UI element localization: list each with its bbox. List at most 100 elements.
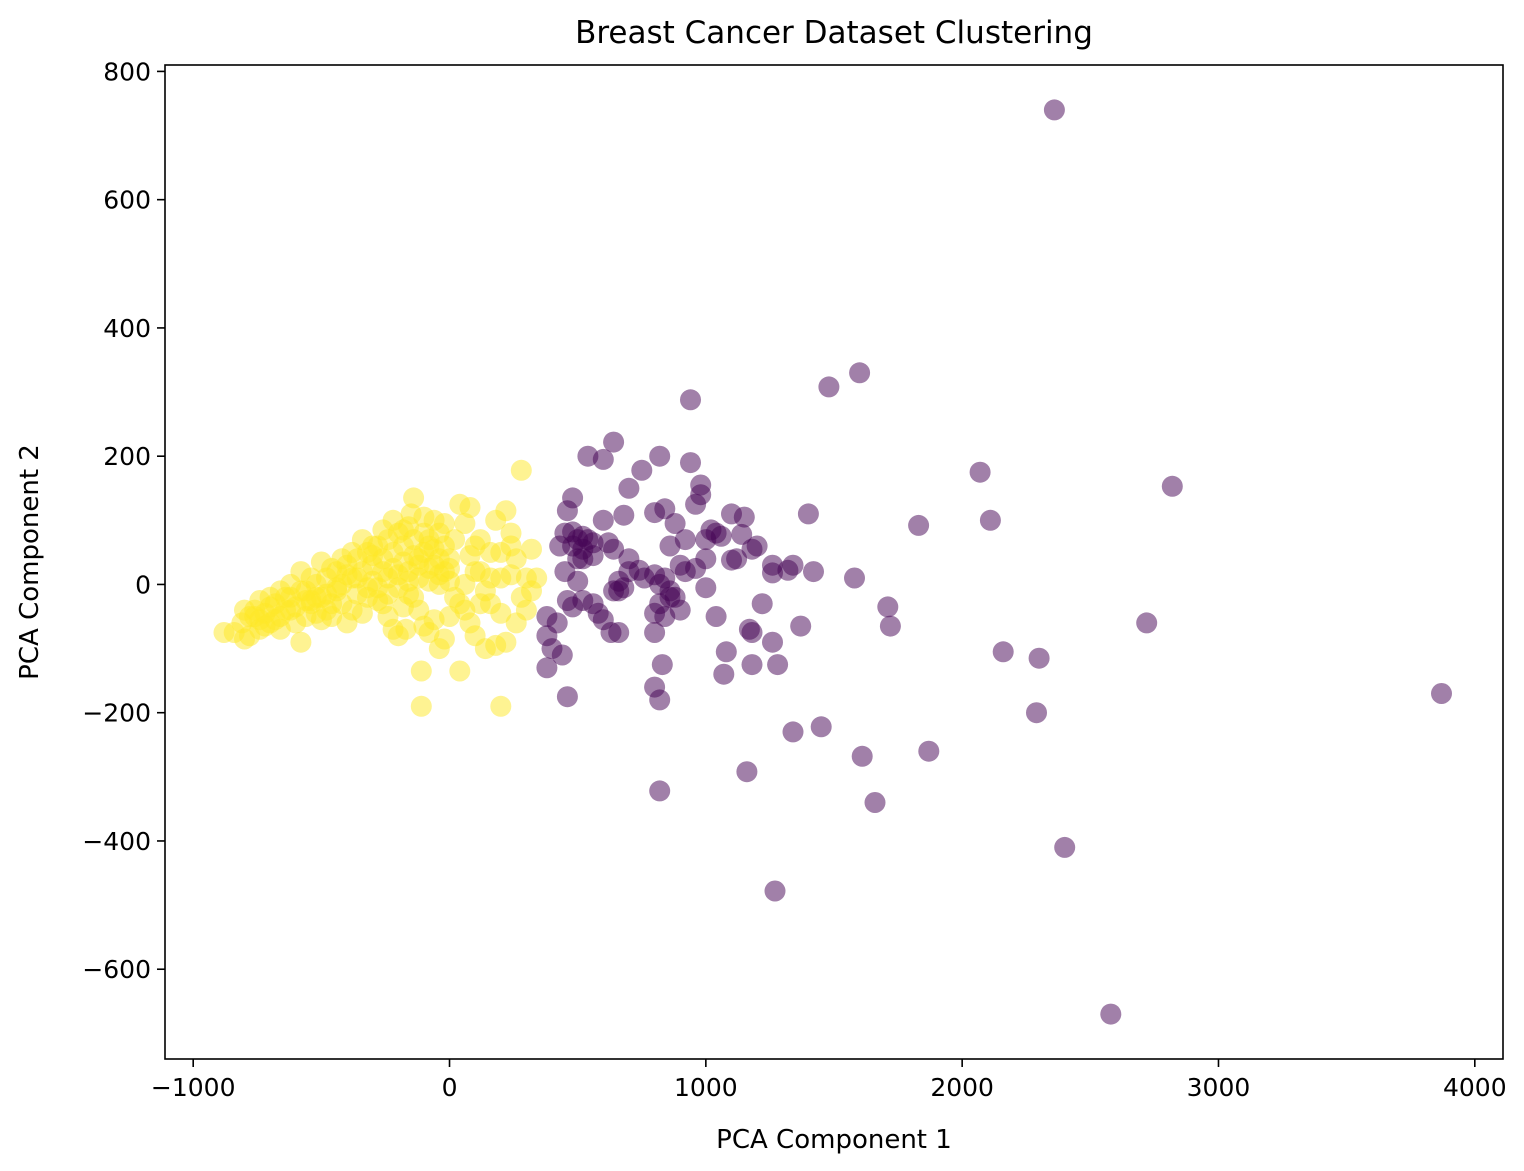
y-tick-label: 0 (135, 570, 151, 599)
scatter-point (551, 644, 573, 666)
scatter-point (664, 513, 686, 534)
x-tick-label: −1000 (151, 1073, 236, 1102)
scatter-point (459, 497, 481, 518)
scatter-point (751, 593, 773, 615)
scatter-point (372, 519, 394, 541)
scatter-point (654, 606, 676, 627)
scatter-point (797, 503, 819, 525)
scatter-point (992, 641, 1014, 663)
scatter-point (741, 622, 763, 643)
scatter-point (674, 529, 696, 551)
y-tick-label: 600 (103, 186, 151, 215)
scatter-point (597, 532, 619, 554)
scatter-point (500, 535, 522, 557)
scatter-point (877, 596, 899, 618)
scatter-point (810, 716, 832, 738)
chart-title: Breast Cancer Dataset Clustering (575, 15, 1093, 51)
scatter-point (844, 567, 865, 589)
scatter-point (618, 477, 640, 499)
y-tick-label: −600 (82, 955, 151, 984)
scatter-point (490, 695, 512, 717)
scatter-point (631, 459, 653, 481)
scatter-point (979, 509, 1001, 531)
scatter-point (849, 362, 871, 384)
scatter-point (603, 431, 625, 453)
scatter-point (790, 615, 812, 637)
scatter-point (410, 660, 432, 682)
scatter-point (556, 686, 578, 708)
y-axis-title: PCA Component 2 (15, 444, 45, 680)
scatter-point (592, 448, 614, 470)
plot-frame (164, 64, 1504, 1060)
scatter-point (459, 545, 481, 567)
scatter-point (310, 551, 332, 573)
y-tick-label: 200 (103, 442, 151, 471)
scatter-point (1100, 1003, 1122, 1025)
scatter-point (908, 514, 930, 536)
scatter-point (818, 376, 840, 398)
scatter-point (582, 532, 604, 554)
scatter-point (608, 622, 630, 643)
scatter-point (715, 641, 737, 663)
scatter-point (1028, 647, 1050, 669)
scatter-point (762, 562, 783, 584)
scatter-point (239, 625, 261, 647)
scatter-point (521, 538, 542, 560)
series-0 (536, 99, 1452, 1025)
scatter-point (695, 548, 717, 570)
y-tick-label: 400 (103, 314, 151, 343)
scatter-point (613, 577, 635, 599)
scatter-point (767, 654, 789, 676)
scatter-point (249, 590, 271, 611)
scatter-point (521, 580, 542, 602)
scatter-point (736, 761, 758, 783)
scatter-point (613, 504, 635, 526)
scatter-point (918, 740, 940, 762)
scatter-point (567, 570, 589, 592)
scatter-point (495, 500, 517, 522)
scatter-point (536, 657, 558, 679)
x-tick-label: 2000 (930, 1073, 994, 1102)
x-tick-label: 1000 (674, 1073, 738, 1102)
scatter-point (969, 461, 991, 483)
scatter-point (403, 487, 425, 509)
scatter-point (764, 880, 786, 902)
scatter-point (713, 663, 735, 685)
series-1 (213, 459, 548, 717)
scatter-point (556, 590, 578, 611)
scatter-point (413, 615, 435, 637)
scatter-point (1431, 683, 1452, 704)
scatter-point (464, 561, 486, 583)
scatter-point (851, 745, 873, 767)
y-tick-label: −200 (82, 699, 151, 728)
scatter-point (644, 622, 666, 643)
scatter-point (731, 523, 753, 545)
y-axis: −600 −400 −200 0 200 400 600 800 (82, 57, 165, 984)
scatter-point (879, 615, 901, 637)
scatter-point (556, 500, 578, 522)
scatter-point (695, 577, 717, 599)
scatter-point (803, 561, 824, 583)
scatter-point (618, 548, 640, 570)
scatter-point (505, 612, 527, 634)
scatter-point (782, 721, 804, 743)
scatter-point (546, 612, 568, 634)
scatter-point (1054, 836, 1076, 858)
x-tick-label: 3000 (1187, 1073, 1251, 1102)
scatter-point (746, 535, 768, 557)
points-layer (213, 99, 1452, 1025)
scatter-point (741, 654, 763, 676)
scatter-point (680, 452, 701, 474)
scatter-point (1136, 612, 1158, 634)
scatter-point (428, 638, 450, 660)
scatter-point (392, 519, 414, 541)
scatter-point (649, 445, 671, 467)
scatter-point (410, 695, 432, 717)
scatter-point (1161, 475, 1183, 497)
scatter-point (705, 606, 727, 627)
scatter-point (685, 493, 707, 515)
scatter-point (295, 590, 317, 611)
scatter-point (1026, 702, 1047, 724)
scatter-point (454, 513, 476, 534)
scatter-point (680, 389, 701, 411)
